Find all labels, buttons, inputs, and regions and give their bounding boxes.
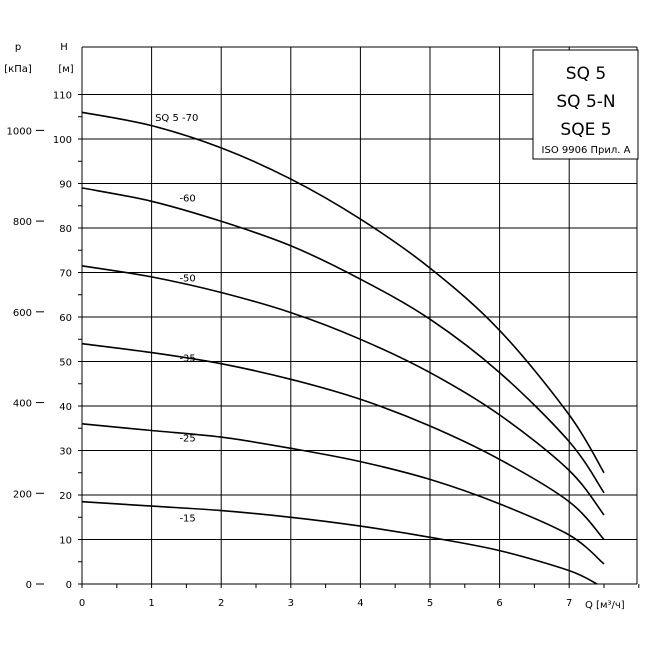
- x-tick-label: 2: [218, 598, 224, 609]
- title-box: [532, 49, 639, 160]
- x-tick-label: 6: [496, 598, 502, 609]
- title-line-3: SQE 5: [560, 120, 611, 140]
- y-tick-label: 80: [59, 224, 72, 235]
- x-tick-label: 7: [566, 598, 572, 609]
- y-tick-label: 100: [53, 135, 72, 146]
- y2-tick-labels: 0 200 400 600 800 1000: [7, 126, 44, 591]
- y-tick-label: 110: [53, 91, 72, 102]
- series-label: -15: [179, 514, 195, 525]
- y-tick-label: 40: [59, 402, 72, 413]
- y-tick-label: 10: [59, 536, 72, 547]
- y-tick-label: 0: [66, 580, 72, 591]
- y2-tick-label: 400: [13, 399, 32, 410]
- y2-axis-label: p: [15, 42, 21, 53]
- y2-tick-label: 0: [26, 580, 32, 591]
- series-label: SQ 5 -70: [155, 113, 198, 124]
- y2-axis-unit: [кПа]: [4, 64, 32, 75]
- series-curve: [81, 265, 605, 516]
- y-tick-label: 70: [59, 269, 72, 280]
- y2-tick-label: 600: [13, 308, 32, 319]
- x-tick-labels: 0 1 2 3 4 5 6 7: [79, 598, 573, 609]
- title-line-2: SQ 5-N: [556, 92, 615, 112]
- minor-ticks: [78, 94, 640, 588]
- series-curve: [81, 187, 605, 494]
- x-tick-label: 0: [79, 598, 85, 609]
- series-label: -25: [179, 434, 195, 445]
- y-tick-label: 30: [59, 447, 72, 458]
- y-axis-label: H: [60, 42, 68, 53]
- series-label: -50: [179, 273, 195, 284]
- y2-tick-label: 800: [13, 217, 32, 228]
- y-tick-label: 60: [59, 313, 72, 324]
- y2-tick-label: 200: [13, 489, 32, 500]
- series-label: -60: [179, 193, 195, 204]
- y-axis-unit: [м]: [58, 64, 73, 75]
- x-tick-label: 4: [357, 598, 363, 609]
- y-tick-label: 50: [59, 358, 72, 369]
- series-label: -35: [179, 354, 195, 365]
- x-tick-label: 3: [288, 598, 294, 609]
- y-tick-labels: 0 10 20 30 40 50 60 70 80 90 100 110: [53, 91, 72, 592]
- series-curve: [81, 342, 605, 541]
- y-tick-label: 90: [59, 180, 72, 191]
- x-tick-label: 5: [427, 598, 433, 609]
- x-axis-label: Q [м³/ч]: [585, 600, 625, 611]
- standard-note: ISO 9906 Прил. A: [542, 145, 631, 156]
- series-curve: [81, 500, 598, 585]
- y-tick-label: 20: [59, 491, 72, 502]
- series-curves: [81, 111, 605, 585]
- series-curve: [81, 423, 605, 565]
- series-curve: [81, 111, 605, 474]
- series-labels: SQ 5 -70 -60 -50 -35 -25 -15: [155, 113, 198, 525]
- x-tick-label: 1: [148, 598, 154, 609]
- title-line-1: SQ 5: [566, 64, 606, 84]
- y2-tick-label: 1000: [7, 126, 32, 137]
